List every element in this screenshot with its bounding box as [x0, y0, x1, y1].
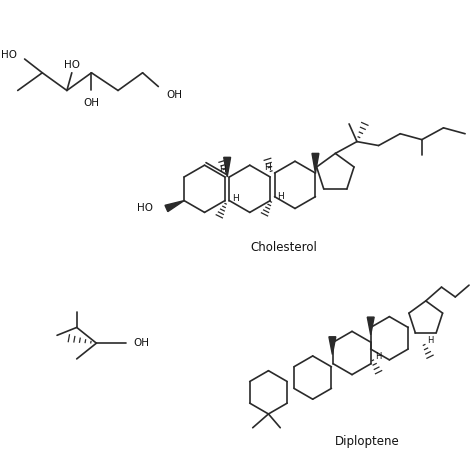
Text: H: H: [232, 194, 238, 203]
Text: OH: OH: [134, 338, 150, 348]
Polygon shape: [165, 201, 184, 211]
Text: H: H: [427, 336, 433, 346]
Polygon shape: [224, 157, 231, 177]
Polygon shape: [312, 154, 319, 173]
Text: HO: HO: [64, 60, 80, 70]
Text: OH: OH: [83, 98, 99, 108]
Text: HO: HO: [137, 203, 153, 213]
Text: Cholesterol: Cholesterol: [251, 241, 317, 254]
Text: HO: HO: [1, 50, 17, 60]
Text: Diploptene: Diploptene: [334, 435, 399, 448]
Text: H: H: [375, 352, 382, 361]
Polygon shape: [329, 337, 336, 355]
Text: H: H: [219, 165, 226, 174]
Polygon shape: [367, 317, 374, 335]
Text: H: H: [277, 192, 284, 201]
Text: H: H: [264, 162, 271, 171]
Text: OH: OH: [166, 90, 182, 100]
